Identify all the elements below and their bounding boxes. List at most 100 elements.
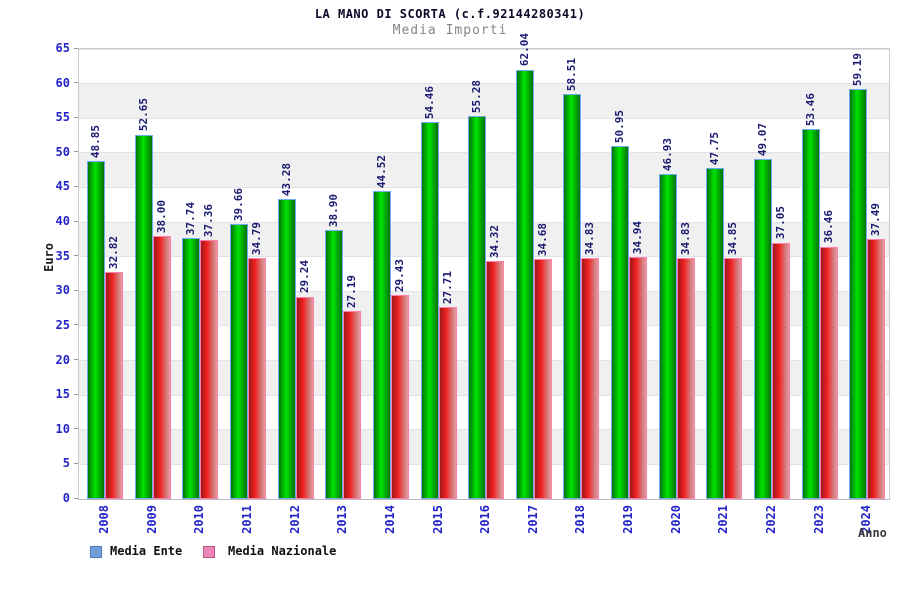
value-label-media-nazionale-2018: 34.83 bbox=[583, 221, 597, 255]
y-tick-label-50: 50 bbox=[55, 144, 70, 159]
chart-subtitle: Media Importi bbox=[392, 23, 508, 38]
x-label-2018: 2018 bbox=[573, 505, 588, 534]
y-tick-label-55: 55 bbox=[55, 110, 70, 125]
bar-media-ente-2010 bbox=[182, 237, 201, 499]
y-tick-label-35: 35 bbox=[55, 248, 70, 263]
value-label-media-nazionale-2019: 34.94 bbox=[631, 220, 645, 255]
y-tick-mark-25 bbox=[74, 324, 78, 326]
value-label-media-nazionale-2011: 34.79 bbox=[249, 222, 263, 256]
x-label-2012: 2012 bbox=[287, 505, 302, 534]
x-label-2008: 2008 bbox=[97, 505, 111, 534]
y-tick-mark-45 bbox=[74, 185, 78, 187]
x-label-2014: 2014 bbox=[382, 505, 397, 534]
value-label-media-ente-2009: 52.65 bbox=[136, 98, 150, 132]
bar-media-ente-2011 bbox=[229, 224, 248, 499]
y-tick-mark-60 bbox=[74, 82, 78, 84]
x-label-2015: 2015 bbox=[430, 505, 445, 534]
y-tick-label-15: 15 bbox=[55, 387, 70, 402]
x-label-2021: 2021 bbox=[716, 505, 731, 534]
y-tick-mark-35 bbox=[74, 255, 78, 257]
x-label-2019: 2019 bbox=[621, 505, 636, 534]
bar-media-nazionale-2018 bbox=[581, 257, 600, 499]
bar-media-ente-2009 bbox=[134, 134, 153, 499]
value-label-media-ente-2016: 55.28 bbox=[470, 80, 484, 114]
value-label-media-nazionale-2020: 34.83 bbox=[678, 221, 692, 255]
value-label-media-nazionale-2016: 34.32 bbox=[488, 225, 502, 259]
bar-media-ente-2012 bbox=[277, 199, 296, 499]
value-label-media-ente-2010: 37.74 bbox=[184, 201, 198, 235]
legend-swatch-media-ente bbox=[90, 546, 102, 558]
legend-label-media-ente: Media Ente bbox=[110, 544, 183, 558]
x-label-2017: 2017 bbox=[525, 505, 540, 534]
value-label-media-nazionale-2014: 29.43 bbox=[392, 259, 406, 293]
y-tick-mark-30 bbox=[74, 289, 78, 291]
bar-media-nazionale-2016 bbox=[486, 261, 505, 499]
value-label-media-ente-2020: 46.93 bbox=[660, 137, 674, 172]
y-tick-label-60: 60 bbox=[55, 75, 70, 90]
x-label-2022: 2022 bbox=[764, 505, 779, 534]
bar-media-nazionale-2017 bbox=[533, 258, 552, 499]
y-tick-label-45: 45 bbox=[55, 179, 70, 194]
value-label-media-nazionale-2009: 38.00 bbox=[154, 199, 168, 233]
y-tick-label-25: 25 bbox=[55, 317, 70, 332]
y-tick-mark-50 bbox=[74, 151, 78, 153]
value-label-media-nazionale-2017: 34.68 bbox=[535, 222, 549, 256]
bar-media-nazionale-2015 bbox=[438, 307, 457, 499]
bar-media-ente-2024 bbox=[849, 89, 868, 499]
y-tick-mark-15 bbox=[74, 393, 78, 395]
value-label-media-ente-2022: 49.07 bbox=[756, 123, 770, 157]
bar-media-nazionale-2020 bbox=[676, 257, 695, 499]
y-tick-mark-5 bbox=[74, 462, 78, 464]
legend-label-media-nazionale: Media Nazionale bbox=[228, 544, 337, 558]
bar-media-ente-2013 bbox=[325, 229, 344, 499]
value-label-media-ente-2019: 50.95 bbox=[613, 110, 627, 144]
bar-media-nazionale-2023 bbox=[819, 246, 838, 499]
chart-title: LA MANO DI SCORTA (c.f.92144280341) bbox=[314, 7, 586, 21]
y-tick-mark-55 bbox=[74, 116, 78, 118]
bar-media-nazionale-2014 bbox=[390, 295, 409, 499]
bar-media-ente-2020 bbox=[658, 174, 677, 499]
bar-media-ente-2023 bbox=[801, 128, 820, 499]
gridline-65 bbox=[79, 48, 889, 50]
bar-media-ente-2019 bbox=[611, 146, 630, 499]
bar-media-ente-2022 bbox=[754, 159, 773, 499]
x-label-2011: 2011 bbox=[239, 505, 254, 534]
x-label-2023: 2023 bbox=[811, 505, 826, 534]
value-label-media-nazionale-2013: 27.19 bbox=[345, 274, 359, 308]
bar-media-ente-2018 bbox=[563, 93, 582, 499]
bar-media-nazionale-2009 bbox=[152, 235, 171, 499]
bar-media-nazionale-2010 bbox=[200, 240, 219, 499]
value-label-media-ente-2023: 53.46 bbox=[803, 92, 817, 126]
x-label-2009: 2009 bbox=[144, 505, 159, 534]
value-label-media-ente-2014: 44.52 bbox=[374, 154, 388, 188]
bar-media-ente-2014 bbox=[372, 190, 391, 499]
y-axis-title: Euro bbox=[42, 243, 56, 272]
value-label-media-nazionale-2022: 37.05 bbox=[774, 206, 788, 240]
bar-media-ente-2008 bbox=[87, 160, 105, 499]
x-axis-title: Anno bbox=[858, 526, 887, 540]
value-label-media-ente-2017: 62.04 bbox=[517, 33, 531, 67]
bar-media-nazionale-2019 bbox=[629, 257, 648, 499]
value-label-media-nazionale-2023: 36.46 bbox=[821, 210, 835, 244]
legend-swatch-media-nazionale bbox=[203, 546, 215, 558]
y-tick-label-5: 5 bbox=[62, 456, 70, 471]
value-label-media-ente-2018: 58.51 bbox=[565, 57, 579, 91]
value-label-media-ente-2011: 39.66 bbox=[231, 188, 245, 222]
y-tick-mark-20 bbox=[74, 359, 78, 361]
bar-media-nazionale-2008 bbox=[105, 271, 123, 499]
value-label-media-ente-2015: 54.46 bbox=[422, 85, 436, 119]
y-tick-mark-40 bbox=[74, 220, 78, 222]
bar-media-nazionale-2022 bbox=[772, 242, 791, 499]
x-label-2020: 2020 bbox=[668, 505, 683, 534]
value-label-media-ente-2012: 43.28 bbox=[279, 163, 293, 197]
bar-media-ente-2015 bbox=[420, 121, 439, 499]
y-tick-label-20: 20 bbox=[55, 352, 70, 367]
plot-area: 48.85 32.82 52.65 38.00 37.74 37.36 39.66 34.79… bbox=[78, 33, 890, 500]
y-tick-label-10: 10 bbox=[55, 421, 70, 436]
x-label-2010: 2010 bbox=[192, 505, 207, 534]
value-label-media-ente-2013: 38.90 bbox=[327, 193, 341, 227]
y-tick-mark-65 bbox=[74, 47, 78, 49]
bar-media-nazionale-2013 bbox=[343, 310, 362, 499]
y-tick-label-65: 65 bbox=[55, 41, 70, 55]
